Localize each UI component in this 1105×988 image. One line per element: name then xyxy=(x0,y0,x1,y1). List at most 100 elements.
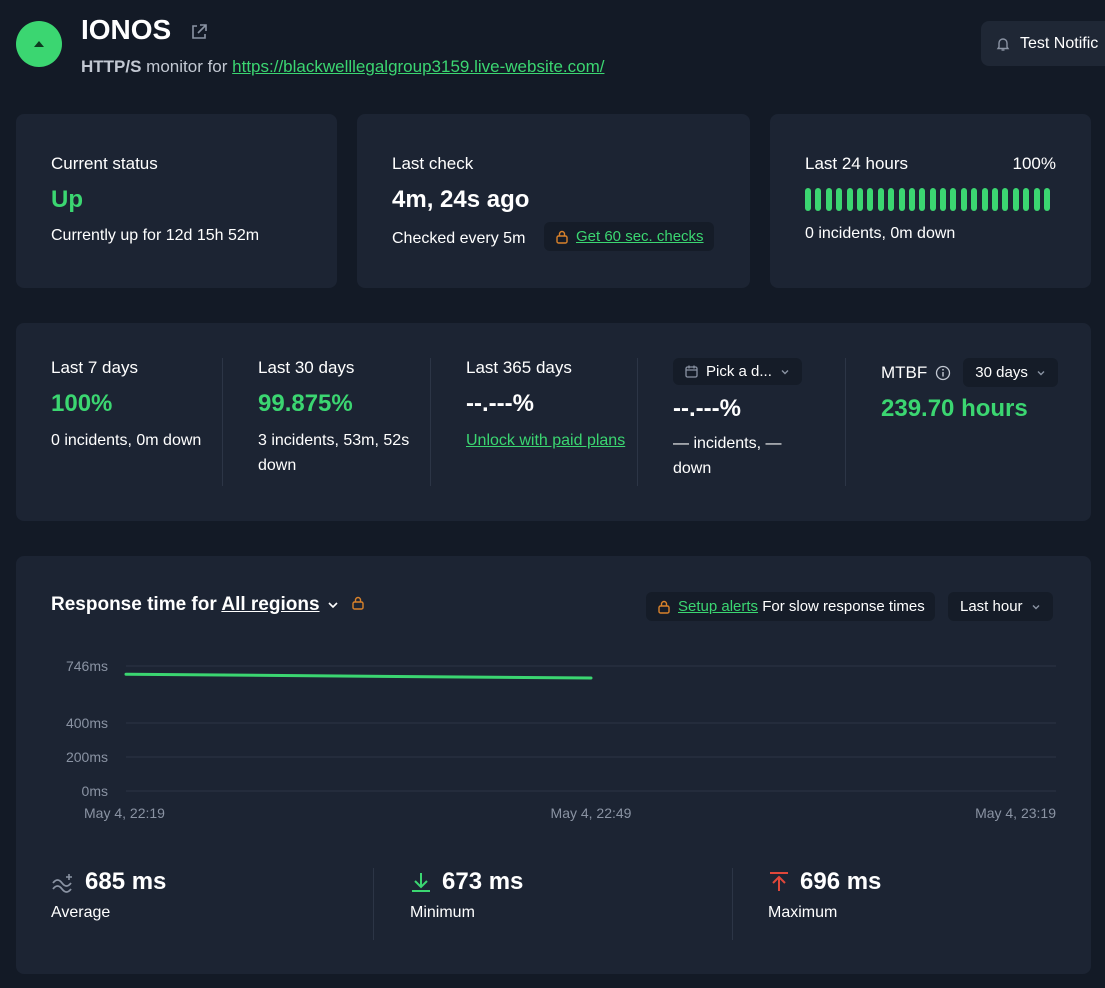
mtbf-range-label: 30 days xyxy=(975,364,1028,381)
response-time-line[interactable] xyxy=(124,672,593,680)
uptime-30d-label: Last 30 days xyxy=(258,358,355,377)
x-tick-label: May 4, 23:19 xyxy=(975,805,1056,821)
uptime-7d-label: Last 7 days xyxy=(51,358,138,377)
bell-icon xyxy=(996,37,1010,51)
response-title-prefix: Response time for xyxy=(51,594,222,615)
uptime-7d-detail: 0 incidents, 0m down xyxy=(51,432,202,449)
chevron-down-icon[interactable] xyxy=(327,600,339,610)
uptime-bar[interactable] xyxy=(846,188,853,211)
setup-alerts-pill[interactable]: Setup alerts For slow response times xyxy=(646,592,935,621)
last-check-label: Last check xyxy=(392,154,474,173)
uptime-bar[interactable] xyxy=(1002,188,1009,211)
average-icon xyxy=(52,874,72,893)
x-tick-label: May 4, 22:19 xyxy=(84,805,165,821)
uptime-bar[interactable] xyxy=(960,188,967,211)
current-status-detail: Currently up for 12d 15h 52m xyxy=(51,227,260,244)
check-interval: Checked every 5m xyxy=(392,230,526,247)
uptime-custom-value: --.---% xyxy=(673,395,741,422)
uptime-bar[interactable] xyxy=(877,188,884,211)
y-tick-label: 200ms xyxy=(66,749,108,765)
get-60-sec-checks-link[interactable]: Get 60 sec. checks xyxy=(576,228,704,245)
external-link-icon[interactable] xyxy=(190,23,208,41)
monitor-url-link[interactable]: https://blackwelllegalgroup3159.live-web… xyxy=(232,57,605,76)
uptime-bar[interactable] xyxy=(950,188,957,211)
last-24h-percent: 100% xyxy=(1012,154,1056,173)
mtbf-range-select[interactable]: 30 days xyxy=(963,358,1058,387)
response-time-card: Response time for All regions Setup aler… xyxy=(16,556,1091,974)
divider xyxy=(373,868,374,940)
uptime-7d-value: 100% xyxy=(51,390,113,417)
regions-dropdown[interactable]: All regions xyxy=(221,594,320,615)
uptime-bar[interactable] xyxy=(836,188,843,211)
setup-alerts-link[interactable]: Setup alerts xyxy=(678,598,759,615)
lock-icon xyxy=(658,600,670,614)
arrow-up-icon xyxy=(770,872,788,891)
uptime-bar[interactable] xyxy=(1023,188,1030,211)
date-picker-label: Pick a d... xyxy=(706,363,772,380)
test-notification-label: Test Notific xyxy=(1020,34,1099,52)
calendar-icon xyxy=(685,365,698,378)
y-tick-label: 0ms xyxy=(82,783,108,799)
average-label: Average xyxy=(51,904,111,921)
test-notification-button[interactable]: Test Notific xyxy=(981,21,1105,66)
status-indicator xyxy=(16,21,62,67)
uptime-bar[interactable] xyxy=(981,188,988,211)
last-24h-detail: 0 incidents, 0m down xyxy=(805,225,956,242)
uptime-bar[interactable] xyxy=(1012,188,1019,211)
unlock-paid-plans-link[interactable]: Unlock with paid plans xyxy=(466,432,626,449)
mtbf-label: MTBF xyxy=(881,362,928,382)
uptime-custom-detail: — incidents, — down xyxy=(673,435,782,477)
y-tick-label: 400ms xyxy=(66,715,108,731)
uptime-bar[interactable] xyxy=(919,188,926,211)
divider xyxy=(732,868,733,940)
minimum-label: Minimum xyxy=(410,904,475,921)
lock-icon xyxy=(352,596,364,610)
divider xyxy=(222,358,223,486)
uptime-bar[interactable] xyxy=(888,188,895,211)
uptime-30d-detail: 3 incidents, 53m, 52s down xyxy=(258,432,410,474)
arrow-down-icon xyxy=(412,873,430,892)
uptime-bar[interactable] xyxy=(929,188,936,211)
last-check-card: Last check 4m, 24s ago Checked every 5m … xyxy=(357,114,750,288)
uptime-365d-label: Last 365 days xyxy=(466,358,572,377)
uptime-bar[interactable] xyxy=(867,188,874,211)
divider xyxy=(845,358,846,486)
uptime-30d-value: 99.875% xyxy=(258,390,353,417)
minimum-value: 673 ms xyxy=(442,868,524,895)
monitor-for-text: monitor for xyxy=(141,57,233,76)
y-tick-label: 746ms xyxy=(66,658,108,674)
uptime-bars xyxy=(805,188,1050,211)
uptime-bar[interactable] xyxy=(805,188,811,211)
x-tick-label: May 4, 22:49 xyxy=(551,805,632,821)
uptime-365d-value: --.---% xyxy=(466,390,534,417)
monitor-title: IONOS xyxy=(81,14,172,45)
uptime-bar[interactable] xyxy=(856,188,863,211)
uptime-bar[interactable] xyxy=(940,188,947,211)
average-value: 685 ms xyxy=(85,868,167,895)
current-status-label: Current status xyxy=(51,154,158,173)
uptime-bar[interactable] xyxy=(1043,188,1050,211)
divider xyxy=(637,358,638,486)
setup-alerts-text: For slow response times xyxy=(758,598,925,615)
current-status-value: Up xyxy=(51,186,83,213)
chevron-down-icon xyxy=(781,369,789,374)
uptime-bar[interactable] xyxy=(1033,188,1040,211)
info-icon[interactable] xyxy=(935,365,951,381)
date-range-picker[interactable]: Pick a d... xyxy=(673,358,802,385)
uptime-bar[interactable] xyxy=(815,188,822,211)
maximum-value: 696 ms xyxy=(800,868,882,895)
protocol: HTTP/S xyxy=(81,57,142,76)
upgrade-checks-pill[interactable]: Get 60 sec. checks xyxy=(544,222,714,251)
uptime-bar[interactable] xyxy=(825,188,832,211)
arrow-up-icon xyxy=(34,41,44,47)
uptime-bar[interactable] xyxy=(992,188,999,211)
stat-average: 685 ms Average xyxy=(51,868,166,922)
uptime-bar[interactable] xyxy=(898,188,905,211)
response-time-title: Response time for All regions xyxy=(51,594,364,616)
last-24h-card: Last 24 hours 100% 0 incidents, 0m down xyxy=(770,114,1091,288)
last-check-value: 4m, 24s ago xyxy=(392,186,530,213)
time-range-select[interactable]: Last hour xyxy=(948,592,1053,621)
uptime-bar[interactable] xyxy=(908,188,915,211)
uptime-bar[interactable] xyxy=(971,188,978,211)
mtbf: MTBF 30 days 239.70 hours xyxy=(881,358,1081,423)
